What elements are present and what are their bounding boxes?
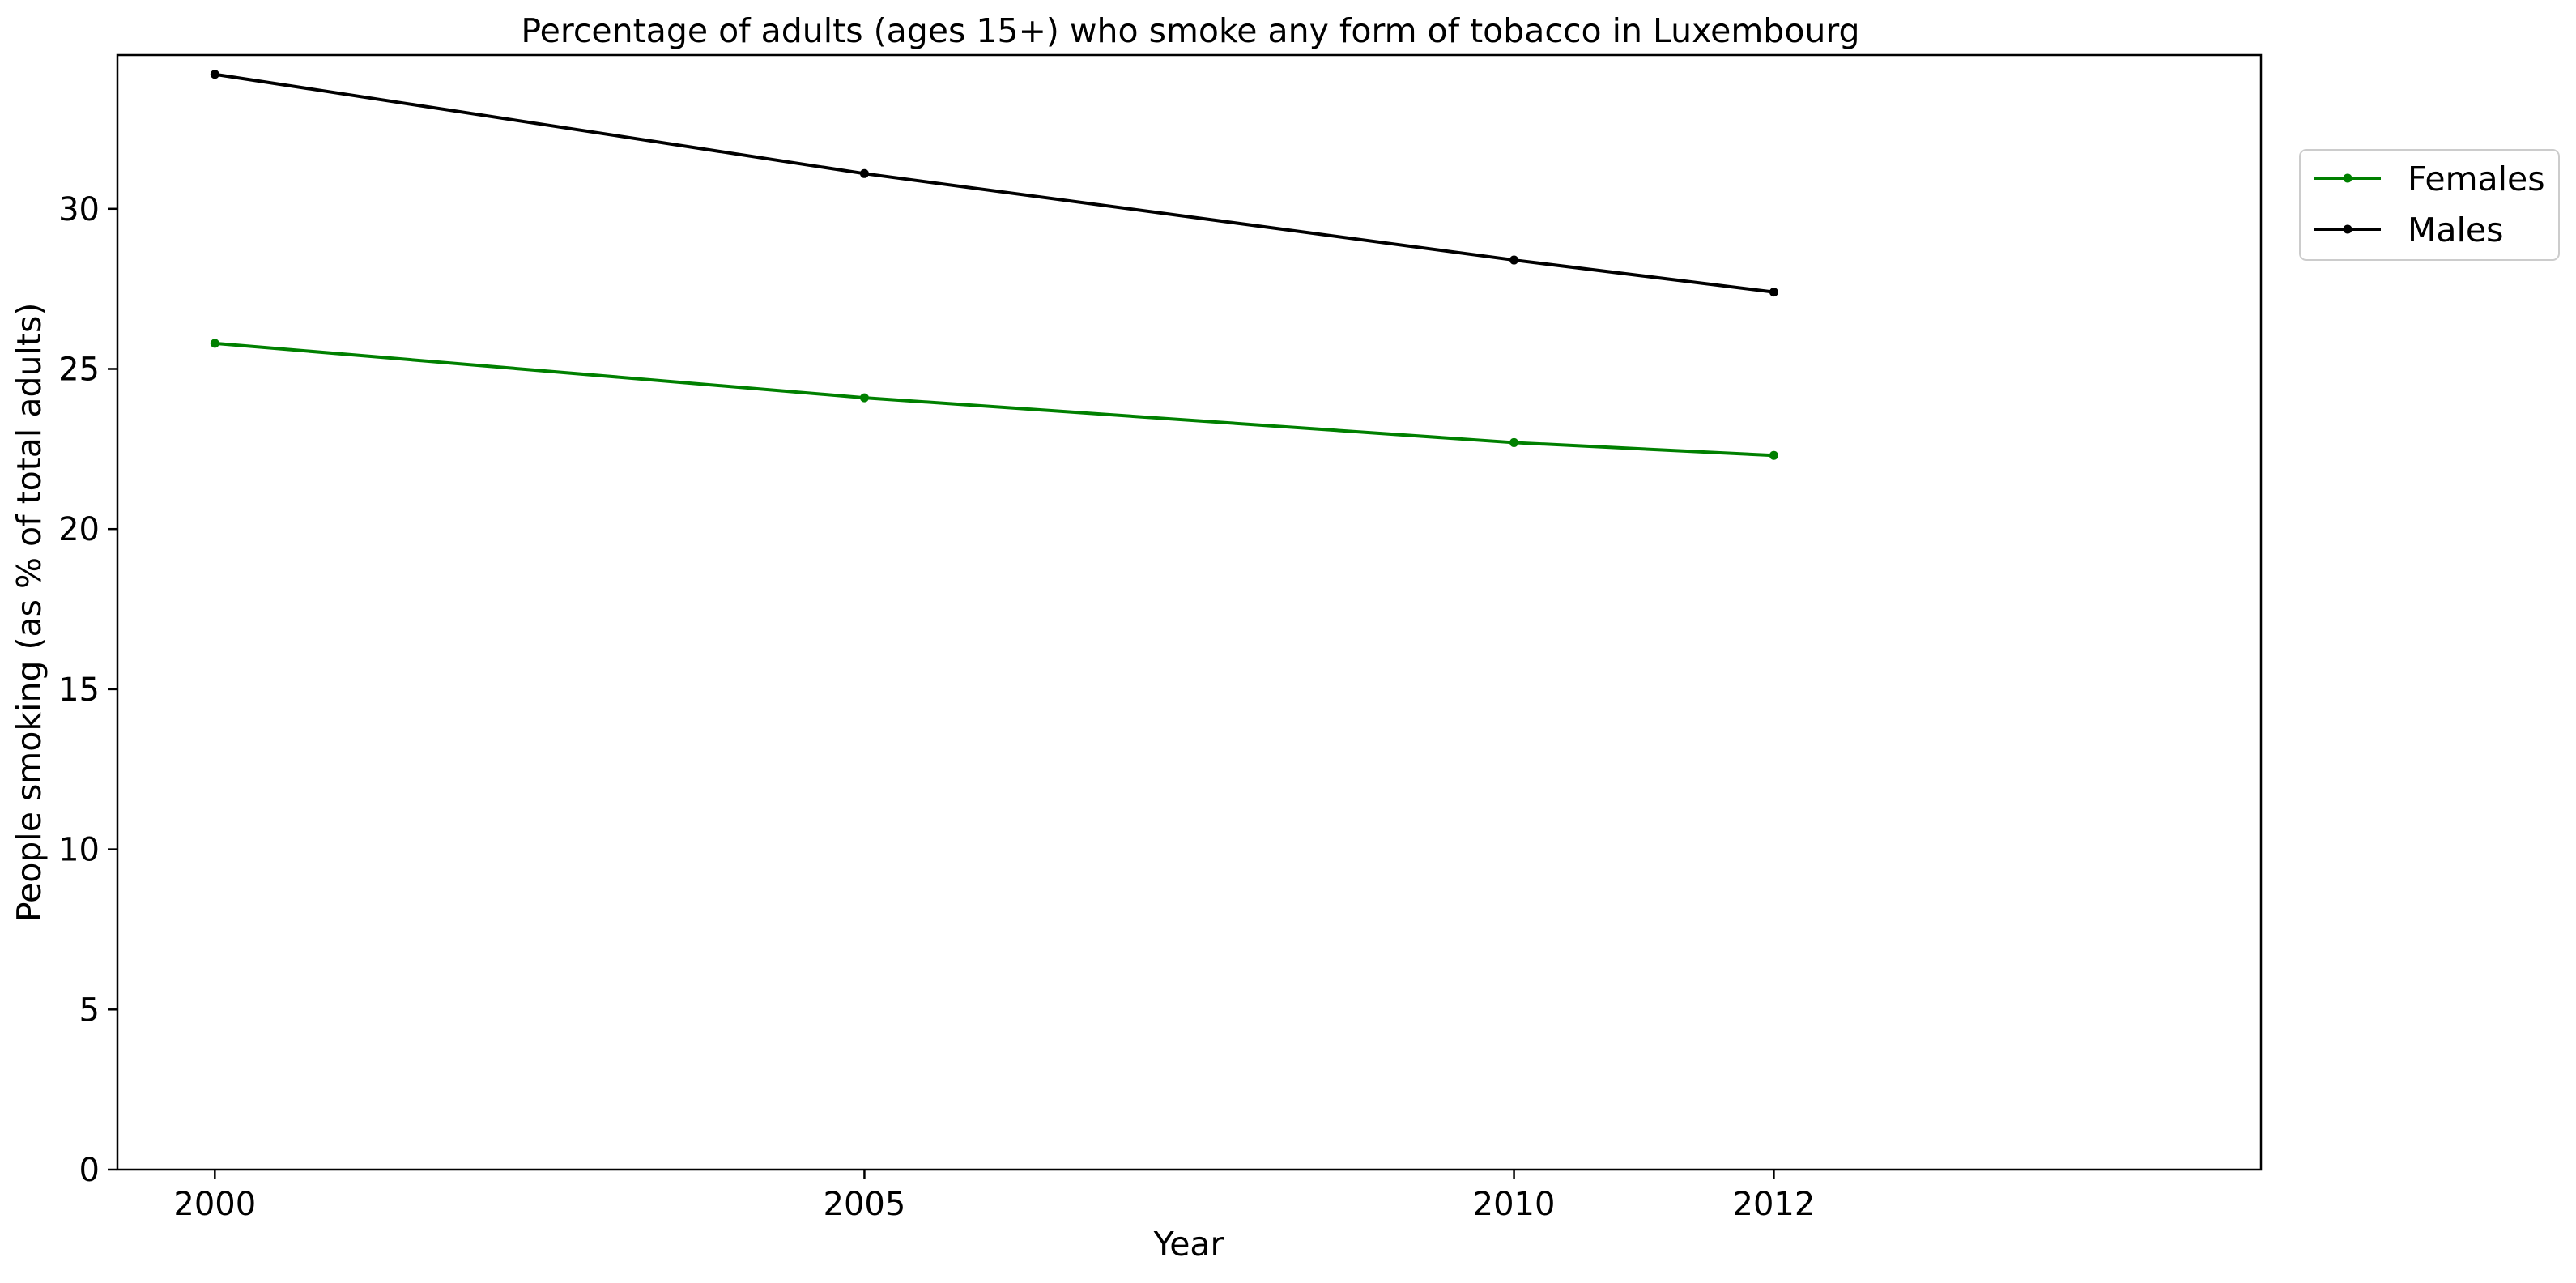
x-axis: 2000 2005 2010 2012 — [173, 1170, 1815, 1223]
y-tick-label: 20 — [58, 511, 100, 548]
legend-marker-males — [2343, 224, 2352, 234]
data-point-males — [859, 168, 869, 178]
legend-marker-females — [2343, 173, 2352, 183]
x-axis-label: Year — [1153, 1225, 1224, 1264]
series-line-males — [213, 72, 1776, 294]
series-line-females — [213, 341, 1776, 458]
data-point-males — [210, 70, 219, 79]
chart-title: Percentage of adults (ages 15+) who smok… — [521, 11, 1859, 50]
x-tick-label: 2012 — [1733, 1186, 1816, 1223]
series-layer — [210, 70, 1778, 460]
x-tick-label: 2000 — [173, 1186, 256, 1223]
legend-label-males: Males — [2408, 211, 2503, 249]
plot-area-frame — [116, 53, 2263, 1171]
x-tick-label: 2005 — [824, 1186, 906, 1223]
y-tick-label: 25 — [58, 351, 100, 388]
data-point-females — [1769, 450, 1778, 460]
y-tick-label: 0 — [79, 1152, 100, 1189]
x-tick-label: 2010 — [1473, 1186, 1556, 1223]
data-point-males — [1769, 288, 1778, 297]
y-tick-label: 30 — [58, 191, 100, 228]
data-point-males — [1509, 255, 1519, 265]
y-tick-label: 15 — [58, 671, 100, 709]
y-tick-label: 10 — [58, 832, 100, 869]
y-axis-label: People smoking (as % of total adults) — [10, 303, 49, 923]
y-axis: 0 5 10 15 20 25 30 — [58, 191, 117, 1189]
data-point-females — [1509, 437, 1519, 447]
data-point-females — [859, 393, 869, 403]
data-point-females — [210, 339, 219, 348]
y-tick-label: 5 — [79, 991, 100, 1029]
legend-label-females: Females — [2408, 160, 2545, 198]
legend: Females Males — [2299, 149, 2560, 261]
